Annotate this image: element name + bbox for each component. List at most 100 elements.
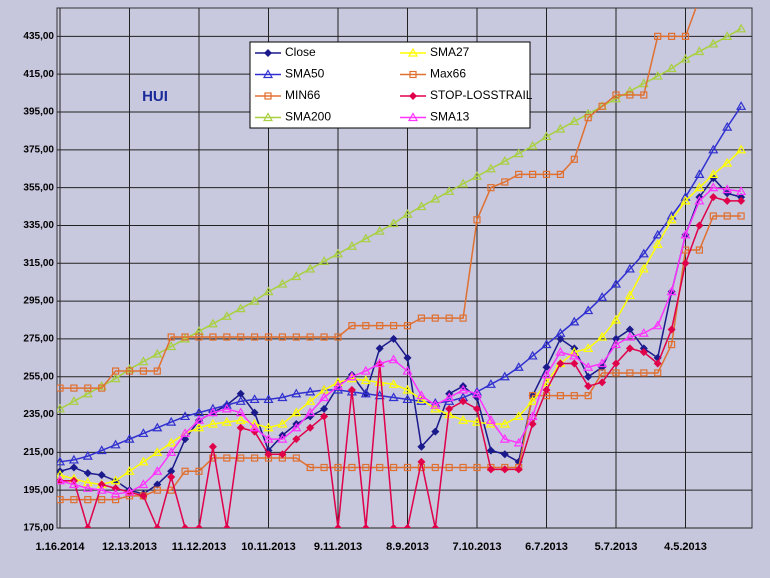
point xyxy=(473,393,481,402)
point xyxy=(264,333,273,341)
point xyxy=(70,384,78,392)
point xyxy=(459,314,467,322)
point xyxy=(528,170,537,178)
x-tick-label: 1.16.2014 xyxy=(36,541,86,553)
point xyxy=(222,524,231,528)
point xyxy=(597,292,608,301)
point xyxy=(584,114,592,122)
point xyxy=(444,392,455,402)
series xyxy=(57,8,697,392)
y-tick-label: 175,00 xyxy=(23,523,54,534)
point xyxy=(193,422,205,432)
point xyxy=(292,435,301,444)
point xyxy=(612,359,620,368)
point xyxy=(263,394,274,404)
point xyxy=(556,170,565,178)
point xyxy=(84,384,92,392)
point xyxy=(166,341,177,351)
point xyxy=(723,212,731,220)
point xyxy=(374,225,385,235)
point xyxy=(513,411,524,421)
point xyxy=(360,365,371,375)
point xyxy=(680,53,691,63)
legend-label: SMA13 xyxy=(430,110,470,124)
point xyxy=(278,333,286,341)
point xyxy=(694,182,705,192)
point xyxy=(68,396,79,405)
point xyxy=(348,463,356,472)
point xyxy=(208,442,217,451)
point xyxy=(332,380,344,390)
point xyxy=(625,344,634,353)
point xyxy=(403,524,412,528)
point xyxy=(207,403,218,413)
point xyxy=(96,445,107,455)
point xyxy=(223,333,231,341)
point xyxy=(98,496,106,504)
point xyxy=(319,392,330,402)
point xyxy=(402,384,413,394)
legend-label: Max66 xyxy=(430,67,466,81)
point xyxy=(485,163,496,173)
point xyxy=(402,394,413,404)
point xyxy=(459,397,468,406)
point xyxy=(654,32,662,40)
point xyxy=(499,418,510,428)
point xyxy=(445,404,454,413)
point xyxy=(680,195,691,205)
point xyxy=(180,411,191,421)
point xyxy=(376,463,384,472)
point xyxy=(292,333,300,341)
point xyxy=(444,409,455,419)
point xyxy=(652,239,663,248)
point xyxy=(138,479,149,489)
point xyxy=(306,423,315,432)
point xyxy=(708,144,719,154)
point xyxy=(583,305,594,315)
point xyxy=(555,346,566,356)
point xyxy=(569,346,580,356)
point xyxy=(556,359,565,368)
point xyxy=(152,348,163,358)
legend-label: MIN66 xyxy=(285,88,321,102)
point xyxy=(221,403,232,413)
point xyxy=(652,229,663,239)
point xyxy=(515,170,523,178)
series xyxy=(57,193,746,528)
point xyxy=(237,454,245,462)
point xyxy=(291,407,302,417)
point xyxy=(708,182,719,192)
point xyxy=(610,278,622,288)
legend-marker xyxy=(264,49,272,57)
point xyxy=(458,178,469,188)
point xyxy=(235,415,246,424)
point xyxy=(390,322,398,330)
point xyxy=(249,295,260,305)
point xyxy=(264,450,273,459)
point xyxy=(500,465,509,474)
point xyxy=(708,38,719,48)
x-tick-label: 8.9.2013 xyxy=(386,541,429,553)
point xyxy=(361,524,370,528)
point xyxy=(667,325,676,334)
point xyxy=(430,193,441,203)
point xyxy=(570,359,579,368)
x-tick-label: 9.11.2013 xyxy=(314,541,362,553)
point xyxy=(625,325,634,334)
point xyxy=(722,157,733,167)
legend: Close SMA50 MIN66 SMA200 SMA27 Max66 STOP-LOSS… xyxy=(255,45,533,124)
point xyxy=(722,31,733,40)
point xyxy=(68,479,79,489)
point xyxy=(597,358,608,368)
point xyxy=(570,155,578,163)
point xyxy=(667,340,676,349)
point xyxy=(527,140,538,150)
point xyxy=(250,408,259,417)
point xyxy=(138,356,149,366)
point xyxy=(709,193,718,202)
point xyxy=(666,214,677,224)
legend-marker xyxy=(407,47,419,57)
point xyxy=(236,389,245,398)
